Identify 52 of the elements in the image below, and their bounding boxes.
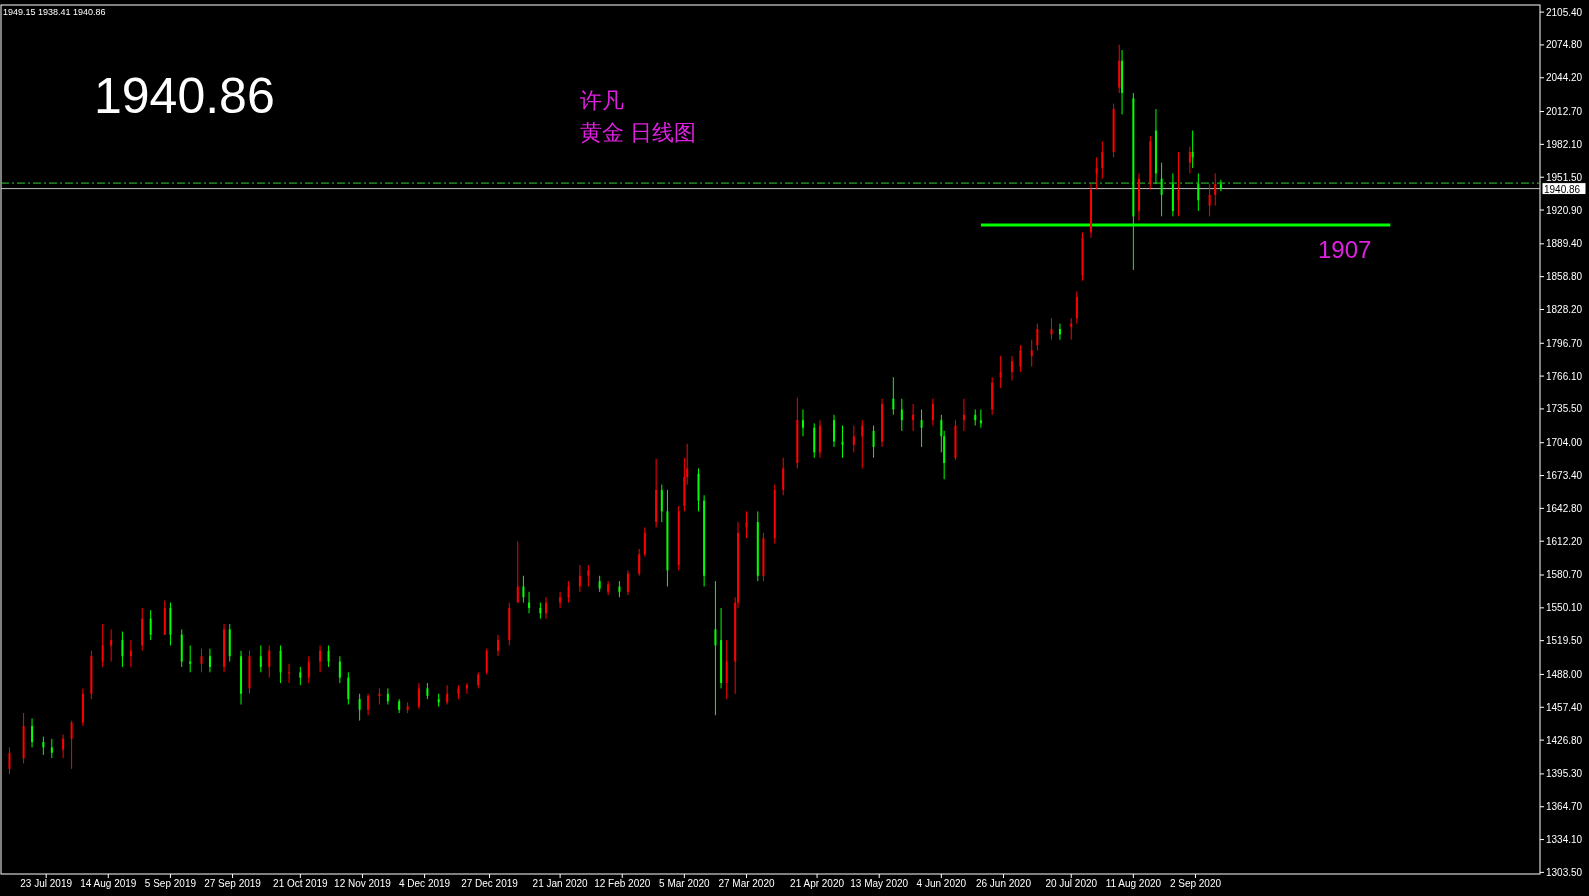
x-tick-label: 14 Aug 2019 xyxy=(80,878,137,889)
x-tick-label: 11 Aug 2020 xyxy=(1105,878,1162,889)
annotation: 1940.86 xyxy=(94,68,275,124)
x-tick-label: 2 Sep 2020 xyxy=(1169,878,1222,889)
x-tick-label: 26 Jun 2020 xyxy=(975,878,1032,889)
y-tick-label: 1828.20 xyxy=(1546,303,1583,315)
x-tick-label: 12 Feb 2020 xyxy=(594,878,651,889)
y-tick-label: 1488.00 xyxy=(1546,668,1583,680)
y-tick-label: 1519.50 xyxy=(1546,635,1583,647)
y-tick-label: 1735.50 xyxy=(1546,403,1583,415)
y-tick-label: 1673.40 xyxy=(1546,470,1583,482)
y-tick-label: 1982.10 xyxy=(1546,138,1583,150)
y-tick-label: 2044.20 xyxy=(1546,72,1583,84)
x-tick-label: 23 Jul 2019 xyxy=(20,878,73,889)
y-tick-label: 1889.40 xyxy=(1546,238,1583,250)
y-tick-label: 1550.10 xyxy=(1546,602,1583,614)
annotation: 1907 xyxy=(1318,236,1372,263)
annotation: 1949.15 1938.41 1940.86 xyxy=(3,7,106,17)
y-tick-label: 2074.80 xyxy=(1546,39,1583,51)
x-tick-label: 21 Oct 2019 xyxy=(273,878,329,889)
y-tick-label: 1612.20 xyxy=(1546,535,1583,547)
y-tick-label: 1334.10 xyxy=(1546,834,1583,846)
x-tick-label: 4 Jun 2020 xyxy=(916,878,967,889)
y-tick-label: 2105.40 xyxy=(1546,6,1583,18)
y-tick-label: 1642.80 xyxy=(1546,502,1583,514)
y-tick-label: 1580.70 xyxy=(1546,569,1583,581)
x-tick-label: 27 Dec 2019 xyxy=(461,878,519,889)
y-tick-label: 1766.10 xyxy=(1546,370,1583,382)
y-tick-label: 1796.70 xyxy=(1546,337,1583,349)
y-tick-label: 1704.00 xyxy=(1546,437,1583,449)
x-tick-label: 5 Mar 2020 xyxy=(659,878,711,889)
y-tick-label: 2012.70 xyxy=(1546,106,1583,118)
ref-line-label: 1940.86 xyxy=(1544,183,1581,195)
y-tick-label: 1426.80 xyxy=(1546,734,1583,746)
x-tick-label: 4 Dec 2019 xyxy=(399,878,451,889)
y-tick-label: 1920.90 xyxy=(1546,204,1583,216)
x-tick-label: 12 Nov 2019 xyxy=(334,878,392,889)
y-tick-label: 1364.70 xyxy=(1546,801,1583,813)
x-tick-label: 21 Jan 2020 xyxy=(532,878,589,889)
y-tick-label: 1457.40 xyxy=(1546,701,1583,713)
x-tick-label: 5 Sep 2019 xyxy=(144,878,197,889)
x-tick-label: 13 May 2020 xyxy=(850,878,909,889)
x-tick-label: 27 Sep 2019 xyxy=(204,878,262,889)
x-tick-label: 27 Mar 2020 xyxy=(718,878,776,889)
y-tick-label: 1395.30 xyxy=(1546,768,1583,780)
y-tick-label: 1858.80 xyxy=(1546,271,1583,283)
y-tick-label: 1303.50 xyxy=(1546,866,1583,878)
subtitle: 黄金 日线图 xyxy=(580,120,697,145)
x-tick-label: 21 Apr 2020 xyxy=(790,878,845,889)
x-tick-label: 20 Jul 2020 xyxy=(1045,878,1098,889)
y-tick-label: 1951.50 xyxy=(1546,171,1583,183)
title: 许凡 xyxy=(580,88,624,113)
